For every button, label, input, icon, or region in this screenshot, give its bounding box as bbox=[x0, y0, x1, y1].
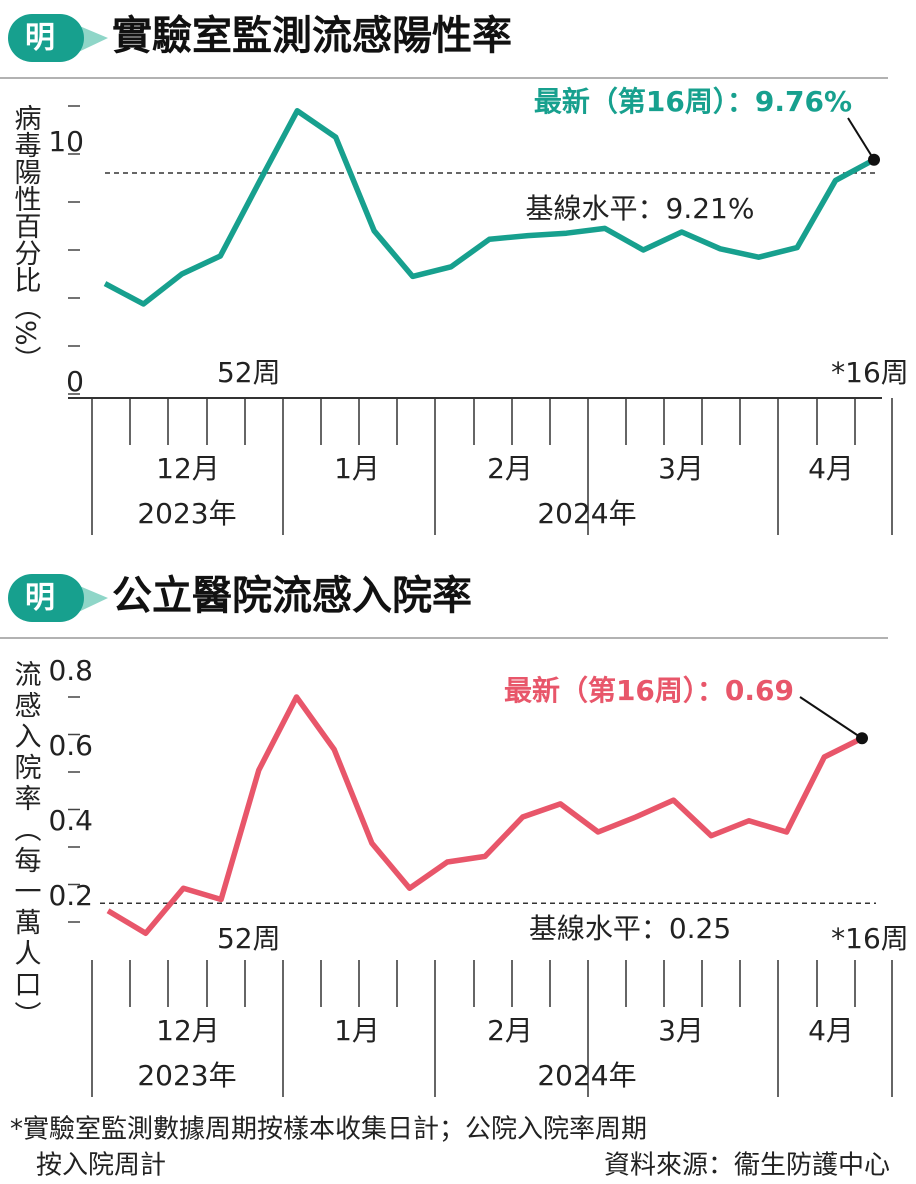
chart-title: 公立醫院流感入院率 bbox=[112, 573, 472, 619]
month-label: 12月 bbox=[156, 452, 220, 485]
month-label: 2月 bbox=[487, 1014, 533, 1047]
x-tick-label: *16周 bbox=[831, 922, 909, 955]
latest-label: 最新（第16周）：9.76% bbox=[534, 85, 852, 118]
logo bbox=[8, 574, 84, 622]
latest-point bbox=[856, 732, 868, 745]
footnote: *實驗室監測數據周期按樣本收集日計；公院入院率周期 bbox=[10, 1115, 647, 1145]
month-label: 3月 bbox=[658, 452, 704, 485]
x-tick-label: 52周 bbox=[217, 922, 281, 955]
month-label: 1月 bbox=[334, 1014, 380, 1047]
month-label: 4月 bbox=[808, 1014, 854, 1047]
latest-label: 最新（第16周）：0.69 bbox=[504, 674, 794, 707]
leader-line bbox=[799, 696, 863, 740]
baseline-label: 基線水平：9.21% bbox=[526, 192, 755, 225]
month-label: 3月 bbox=[658, 1014, 704, 1047]
data-line bbox=[106, 694, 864, 936]
x-tick-label: *16周 bbox=[831, 356, 909, 389]
chart-title: 實驗室監測流感陽性率 bbox=[112, 13, 512, 59]
logo bbox=[8, 14, 84, 62]
y-tick-label: 10 bbox=[48, 125, 84, 158]
y-axis-label: 流感入院率（每一萬人口） bbox=[10, 660, 42, 1032]
x-tick-label: 52周 bbox=[217, 356, 281, 389]
year-label: 2024年 bbox=[537, 497, 636, 530]
y-tick-label: 0.8 bbox=[48, 654, 93, 687]
logo-text: 明 bbox=[25, 21, 55, 56]
y-tick-label: 0 bbox=[66, 365, 84, 398]
month-label: 1月 bbox=[334, 452, 380, 485]
year-label: 2023年 bbox=[137, 497, 236, 530]
month-label: 4月 bbox=[808, 452, 854, 485]
month-label: 12月 bbox=[156, 1014, 220, 1047]
footnote: 按入院周計 bbox=[36, 1151, 166, 1181]
leader-line bbox=[847, 117, 875, 161]
y-axis-label: 病毒陽性百分比（%） bbox=[10, 104, 42, 373]
latest-point bbox=[868, 153, 880, 166]
month-label: 2月 bbox=[487, 452, 533, 485]
source: 資料來源：衞生防護中心 bbox=[604, 1151, 890, 1181]
year-label: 2024年 bbox=[537, 1059, 636, 1092]
data-line bbox=[103, 108, 876, 307]
baseline-label: 基線水平：0.25 bbox=[529, 912, 731, 945]
year-label: 2023年 bbox=[137, 1059, 236, 1092]
logo-text: 明 bbox=[25, 581, 55, 616]
